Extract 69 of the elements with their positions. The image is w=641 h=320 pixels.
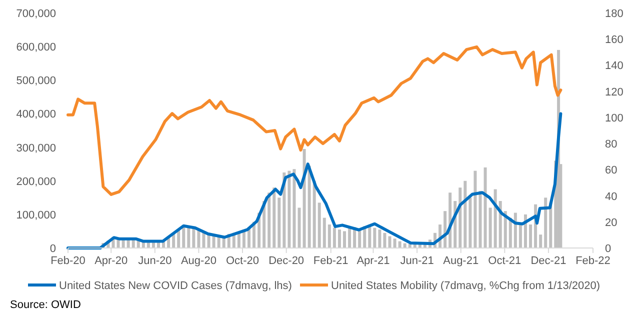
y-tick-label: 0 <box>50 243 56 255</box>
y2-tick-label: 40 <box>605 190 618 203</box>
bar <box>192 228 196 248</box>
y2-tick-label: 80 <box>605 138 618 151</box>
x-tick-label: Feb-20 <box>50 255 86 267</box>
bar <box>488 208 492 248</box>
line-series <box>66 112 562 250</box>
y2-tick-label: 60 <box>605 164 618 177</box>
bar <box>539 234 542 248</box>
y2-tick-label: 120 <box>605 86 624 98</box>
x-tick-label: Feb-21 <box>313 255 348 267</box>
bar <box>288 170 291 248</box>
bar <box>332 228 336 248</box>
legend-label: United States Mobility (7dmavg, %Chg from 1/13/2020) <box>331 280 600 292</box>
bar <box>308 166 311 248</box>
bar <box>544 198 548 248</box>
bar <box>292 169 296 248</box>
bar <box>474 170 477 248</box>
bar <box>298 208 301 248</box>
bar <box>343 231 346 248</box>
y-tick-label: 500,000 <box>16 75 56 88</box>
y2-tick-label: 100 <box>605 112 624 124</box>
y-tick-label: 300,000 <box>16 142 56 154</box>
x-tick-label: Jun-21 <box>400 255 434 267</box>
bar <box>328 224 331 248</box>
bar <box>529 224 532 248</box>
x-tick-label: Feb-22 <box>576 255 610 267</box>
y-tick-label: 200,000 <box>16 176 56 188</box>
bar <box>484 167 487 248</box>
bar <box>383 232 386 248</box>
bar <box>468 198 472 248</box>
bar <box>272 188 276 248</box>
x-tick-label: Oct-21 <box>488 255 522 267</box>
line-series <box>66 45 562 196</box>
y2-tick-label: 140 <box>605 60 624 72</box>
bar <box>478 190 482 248</box>
bar <box>393 238 396 248</box>
x-tick-label: Aug-20 <box>180 255 216 267</box>
bar <box>373 228 376 248</box>
bar <box>338 230 341 248</box>
bar <box>348 228 352 248</box>
bar <box>378 230 382 248</box>
y-tick-label: 700,000 <box>16 8 56 20</box>
x-tick-label: Oct-20 <box>226 255 260 267</box>
x-tick-label: Apr-20 <box>94 255 128 267</box>
y2-tick-label: 180 <box>605 8 624 20</box>
x-tick-label: Apr-21 <box>356 255 390 267</box>
x-tick-label: Dec-20 <box>268 255 304 267</box>
x-tick-label: Jun-20 <box>138 255 172 267</box>
legend-label: United States New COVID Cases (7dmavg, lhs) <box>59 280 292 292</box>
bar <box>458 188 462 248</box>
y-tick-label: 100,000 <box>16 209 56 222</box>
bar <box>187 227 190 248</box>
bar <box>388 236 392 248</box>
bar <box>312 180 316 248</box>
bar <box>464 180 467 248</box>
source-note: Source: OWID <box>10 299 81 311</box>
x-tick-label: Aug-21 <box>443 255 479 267</box>
bar <box>322 218 326 248</box>
bar <box>318 202 321 248</box>
y-tick-label: 600,000 <box>16 42 56 54</box>
bar <box>278 198 281 248</box>
bar <box>268 192 271 248</box>
y-tick-label: 400,000 <box>16 108 56 121</box>
x-tick-label: Dec-21 <box>530 255 566 267</box>
bar <box>494 189 497 248</box>
y2-tick-label: 20 <box>605 216 618 229</box>
y2-tick-label: 160 <box>605 34 624 46</box>
y2-tick-label: 0 <box>605 243 612 255</box>
